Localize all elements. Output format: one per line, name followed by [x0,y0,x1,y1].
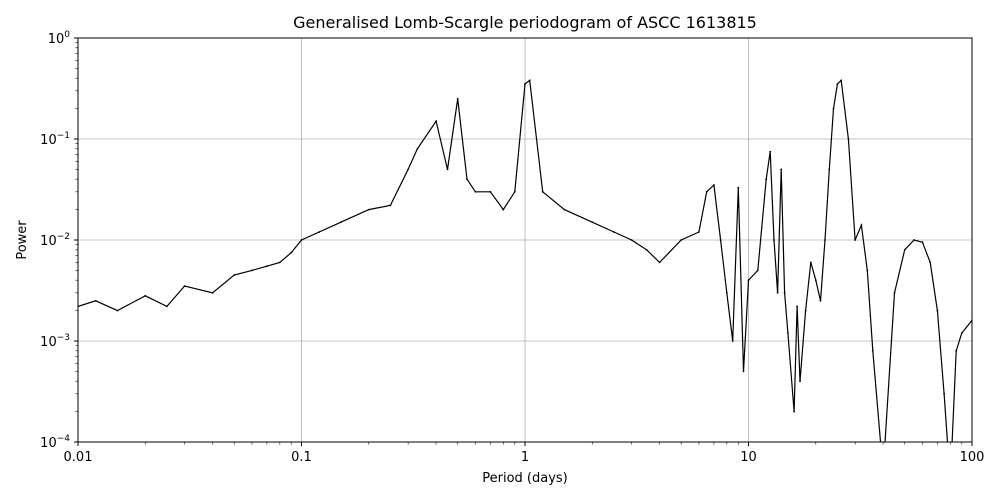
data-point [860,224,863,227]
data-point [824,239,826,241]
data-point [680,239,683,241]
data-layer [78,79,972,442]
data-point [502,208,505,211]
data-point [233,274,236,276]
data-point [731,340,734,342]
data-point [903,248,906,251]
data-point [513,190,516,193]
data-point [713,184,715,186]
data-point [742,370,745,373]
data-point [446,168,449,171]
data-point [290,251,293,254]
data-point [943,392,945,395]
data-point [211,291,214,294]
data-point [318,231,321,233]
data-point [435,120,437,123]
data-point [793,410,795,413]
data-point [645,248,648,251]
axis-ticks: 0.01 0.1 1 10 100 10−4 10−3 10−2 10−1 100 [40,30,984,465]
chart-title: Generalised Lomb-Scargle periodogram of … [293,13,757,32]
y-tick-label: 10−4 [40,434,70,451]
data-point [776,291,779,294]
data-point [737,186,740,189]
x-tick-label: 10 [740,450,757,465]
data-point [819,299,822,302]
data-point [541,190,544,193]
data-point [166,305,168,308]
data-point [563,208,566,211]
data-point [840,79,843,82]
data-point [407,168,409,171]
y-tick-label: 10−2 [40,232,70,249]
y-tick-label: 100 [48,30,71,47]
x-tick-label: 0.1 [291,450,312,465]
y-tick-label: 10−1 [40,131,70,148]
data-point [725,291,728,294]
x-tick-label: 0.01 [64,450,93,465]
data-point [719,239,722,241]
data-point [780,168,783,171]
data-point [367,208,370,211]
data-point [854,239,856,241]
data-point [787,332,789,334]
data-point [251,269,253,272]
data-point [705,190,708,193]
data-point [809,261,812,264]
data-point [783,291,786,294]
data-point [769,150,772,153]
data-point [747,279,750,282]
data-point [630,239,633,241]
data-point [489,190,492,193]
data-point [116,309,119,312]
data-point [804,309,807,312]
data-point [871,349,874,352]
data-point [300,239,303,241]
data-point [936,309,939,312]
y-axis-label: Power [15,220,30,260]
x-tick-label: 1 [521,450,529,465]
data-point [921,241,924,244]
data-point [913,239,915,241]
data-point [796,305,798,308]
data-point [832,107,835,110]
x-axis-label: Period (days) [482,471,568,486]
data-point [698,231,700,233]
data-point [340,221,342,224]
x-tick-label: 100 [960,450,985,465]
data-point [591,221,594,224]
data-point [416,147,419,150]
data-point [266,265,268,268]
data-point [456,97,459,100]
data-point [94,299,97,302]
data-point [866,269,869,272]
data-point [474,190,477,193]
data-point [814,279,817,282]
data-point [893,291,896,294]
data-point [929,261,932,264]
data-point [799,380,801,383]
data-point [524,83,526,85]
data-point [658,261,661,264]
data-point [183,285,186,287]
data-point [466,178,468,181]
data-point [960,332,963,334]
data-point [528,79,531,82]
data-point [847,138,850,140]
y-tick-label: 10−3 [40,333,70,350]
data-point [278,261,281,264]
data-point [828,168,831,171]
data-point [613,231,615,233]
data-point [955,349,958,352]
data-point [773,239,775,241]
data-point [756,269,759,272]
data-point [765,178,768,181]
data-point [144,294,147,297]
data-point [836,83,839,85]
data-point [389,204,392,207]
